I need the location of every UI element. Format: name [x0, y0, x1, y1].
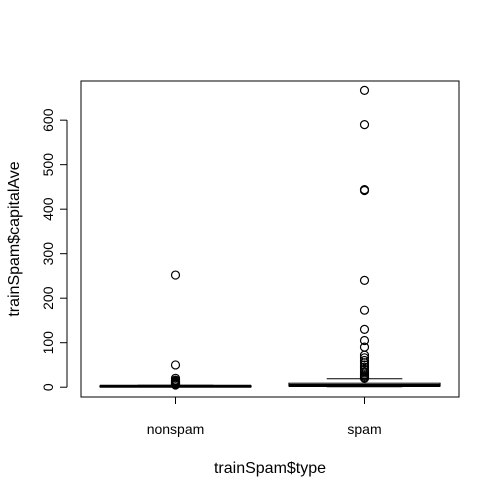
y-tick-label: 500 [40, 153, 56, 177]
plot-area [80, 80, 460, 398]
outlier-point [170, 380, 181, 390]
y-tick-label: 200 [40, 286, 56, 310]
boxes [99, 85, 441, 390]
y-tick-label: 600 [40, 108, 56, 132]
outlier-point [170, 270, 181, 280]
outlier-point [359, 335, 370, 346]
outlier-point [359, 120, 370, 130]
outlier-point [359, 275, 370, 285]
outlier-point [359, 353, 370, 363]
x-tick-label: nonspam [147, 421, 205, 437]
outlier-point [359, 85, 370, 95]
y-axis: 0 100 200 300 400 500 600 [40, 108, 68, 391]
outlier-point [170, 360, 181, 370]
box-spam [288, 85, 441, 388]
y-tick-label: 100 [40, 331, 56, 355]
y-tick-label: 400 [40, 197, 56, 221]
outlier-point [359, 185, 370, 196]
outlier-point [359, 373, 370, 383]
x-axis: nonspam spam [147, 397, 382, 437]
x-tick-label: spam [347, 421, 381, 437]
outlier-point [359, 324, 370, 334]
box-nonspam [99, 270, 252, 390]
y-tick-label: 0 [40, 383, 56, 391]
y-tick-label: 300 [40, 242, 56, 266]
outlier-point [359, 305, 370, 315]
y-axis-label: trainSpam$capitalAve [6, 161, 23, 316]
x-axis-label: trainSpam$type [214, 460, 326, 477]
plot-frame [80, 80, 460, 398]
